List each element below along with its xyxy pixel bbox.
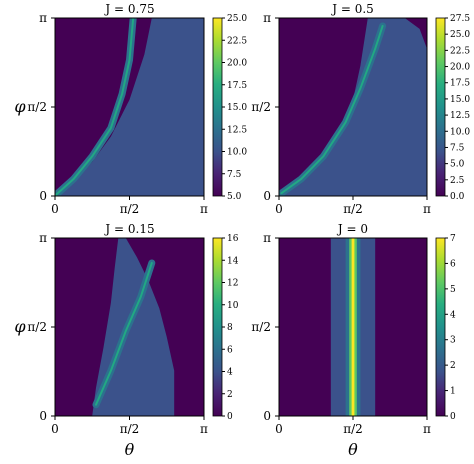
panel-top-left: J = 0.75 0 π/2 π 0 π/2 π φ 5.0 7.5 10.0 12.… bbox=[14, 2, 247, 216]
ridge-line bbox=[280, 25, 384, 195]
y-tick-label: 0 bbox=[263, 409, 271, 423]
panel-bottom-left: J = 0.15 0 π/2 π 0 π/2 π φ θ 0 2 4 6 8 10 12 14… bbox=[14, 222, 238, 459]
colorbar-tick-label: 7 bbox=[450, 234, 456, 244]
x-axis-label: θ bbox=[125, 440, 135, 459]
x-tick-label: π bbox=[200, 422, 208, 436]
colorbar-tick-label: 12.5 bbox=[227, 125, 247, 135]
panel-title: J = 0.5 bbox=[330, 2, 374, 16]
colorbar-tick-label: 17.5 bbox=[227, 81, 247, 91]
x-tick-label: π/2 bbox=[120, 202, 140, 216]
colorbar-tick-label: 1 bbox=[450, 387, 456, 397]
colorbar-tick-label: 27.5 bbox=[450, 14, 470, 24]
colorbar-tick-label: 6 bbox=[450, 259, 456, 269]
colorbar-tick-label: 25.0 bbox=[450, 30, 470, 40]
colorbar-tick-label: 2.5 bbox=[450, 176, 465, 186]
colorbar-tick-label: 20.0 bbox=[227, 59, 247, 69]
y-tick-label: π/2 bbox=[27, 100, 47, 114]
x-axis-ticks: 0 π/2 π bbox=[51, 196, 208, 216]
colorbar-tick-label: 5.0 bbox=[227, 192, 242, 202]
colorbar-tick-label: 5.0 bbox=[450, 160, 465, 170]
y-tick-label: π bbox=[39, 231, 47, 245]
y-tick-label: π/2 bbox=[27, 320, 47, 334]
colorbar-gradient bbox=[435, 17, 446, 197]
x-tick-label: π/2 bbox=[120, 422, 140, 436]
colorbar-tick-label: 0 bbox=[227, 412, 233, 422]
x-tick-label: 0 bbox=[275, 422, 283, 436]
ridge-line bbox=[55, 18, 135, 196]
y-tick-label: π bbox=[263, 11, 271, 25]
x-tick-label: 0 bbox=[51, 202, 59, 216]
x-tick-label: π/2 bbox=[343, 422, 363, 436]
x-tick-label: 0 bbox=[275, 202, 283, 216]
x-tick-label: π bbox=[423, 422, 431, 436]
colorbar-gradient bbox=[212, 17, 223, 197]
ridge-line bbox=[95, 262, 153, 406]
colorbar-tick-label: 2 bbox=[450, 361, 456, 371]
plateau-region bbox=[55, 18, 204, 196]
colorbar-gradient bbox=[435, 237, 446, 417]
x-axis-ticks: 0 π/2 π bbox=[275, 196, 431, 216]
panel-title: J = 0.75 bbox=[103, 2, 154, 16]
x-axis-ticks: 0 π/2 π bbox=[275, 416, 431, 436]
x-tick-label: π bbox=[423, 202, 431, 216]
y-tick-label: π bbox=[263, 231, 271, 245]
panel-title: J = 0 bbox=[336, 222, 368, 236]
y-axis-ticks: 0 π/2 π bbox=[251, 231, 279, 423]
colorbar-tick-label: 17.5 bbox=[450, 79, 470, 89]
colorbar-tick-label: 14 bbox=[227, 256, 239, 266]
colorbar-tick-label: 5 bbox=[450, 285, 456, 295]
colorbar-tick-label: 12 bbox=[227, 279, 238, 289]
x-tick-label: 0 bbox=[51, 422, 59, 436]
x-tick-label: π/2 bbox=[343, 202, 363, 216]
x-axis-label: θ bbox=[348, 440, 358, 459]
panel-top-right: J = 0.5 0 π/2 π 0 π/2 π 0.0 2.5 5.0 7.5 10.0… bbox=[251, 2, 470, 216]
colorbar-tick-label: 16 bbox=[227, 234, 239, 244]
y-tick-label: π bbox=[39, 11, 47, 25]
colorbar-tick-label: 25.0 bbox=[227, 14, 247, 24]
y-axis-ticks: 0 π/2 π bbox=[27, 11, 55, 203]
colorbar-tick-label: 20.0 bbox=[450, 63, 470, 73]
colorbar-tick-label: 15.0 bbox=[450, 95, 470, 105]
colorbar-tick-label: 4 bbox=[450, 310, 456, 320]
colorbar-tick-label: 4 bbox=[227, 368, 233, 378]
y-tick-label: 0 bbox=[39, 189, 47, 203]
y-axis-label: φ bbox=[14, 97, 26, 116]
colorbar-tick-label: 15.0 bbox=[227, 103, 247, 113]
y-axis-label: φ bbox=[14, 317, 26, 336]
y-tick-label: 0 bbox=[39, 409, 47, 423]
colorbar-tick-label: 12.5 bbox=[450, 111, 470, 121]
y-tick-label: 0 bbox=[263, 189, 271, 203]
y-tick-label: π/2 bbox=[251, 100, 271, 114]
panel-bottom-right: J = 0 0 π/2 π 0 π/2 π θ 0 1 2 3 4 5 6 7 bbox=[251, 222, 456, 459]
colorbar-tick-label: 10 bbox=[227, 301, 239, 311]
y-tick-label: π/2 bbox=[251, 320, 271, 334]
center-line bbox=[351, 238, 355, 416]
y-axis-ticks: 0 π/2 π bbox=[251, 11, 279, 203]
colorbar-tick-label: 22.5 bbox=[227, 36, 247, 46]
colorbar: 0 2 4 6 8 10 12 14 16 bbox=[212, 234, 239, 422]
colorbar: 5.0 7.5 10.0 12.5 15.0 17.5 20.0 22.5 25.0 bbox=[212, 14, 247, 202]
colorbar-tick-label: 22.5 bbox=[450, 46, 470, 56]
colorbar-tick-label: 0 bbox=[450, 412, 456, 422]
colorbar: 0 1 2 3 4 5 6 7 bbox=[435, 234, 456, 422]
panel-title: J = 0.15 bbox=[103, 222, 154, 236]
colorbar-tick-label: 6 bbox=[227, 345, 233, 355]
colorbar-tick-label: 10.0 bbox=[227, 148, 247, 158]
colorbar-gradient bbox=[212, 237, 223, 417]
colorbar-tick-label: 0.0 bbox=[450, 192, 465, 202]
colorbar-tick-label: 2 bbox=[227, 390, 233, 400]
colorbar-tick-label: 7.5 bbox=[450, 143, 465, 153]
y-axis-ticks: 0 π/2 π bbox=[27, 231, 55, 423]
colorbar-tick-label: 10.0 bbox=[450, 127, 470, 137]
colorbar: 0.0 2.5 5.0 7.5 10.0 12.5 15.0 17.5 20.0 22.5 25.0… bbox=[435, 14, 470, 202]
x-tick-label: π bbox=[200, 202, 208, 216]
colorbar-tick-label: 3 bbox=[450, 336, 456, 346]
colorbar-tick-label: 8 bbox=[227, 323, 233, 333]
x-axis-ticks: 0 π/2 π bbox=[51, 416, 208, 436]
colorbar-tick-label: 7.5 bbox=[227, 170, 242, 180]
